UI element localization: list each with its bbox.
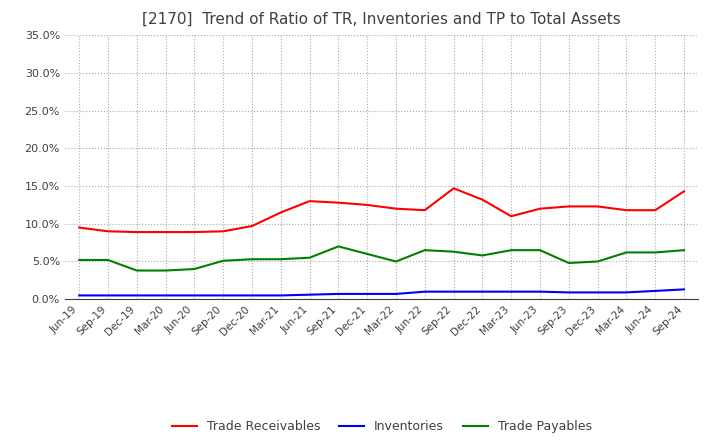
Trade Receivables: [392, 206, 400, 211]
Trade Receivables: [276, 210, 285, 215]
Trade Receivables: [680, 189, 688, 194]
Trade Receivables: [651, 208, 660, 213]
Trade Receivables: [593, 204, 602, 209]
Inventories: [104, 293, 112, 298]
Trade Payables: [104, 257, 112, 263]
Trade Receivables: [622, 208, 631, 213]
Inventories: [190, 293, 199, 298]
Inventories: [132, 293, 141, 298]
Trade Payables: [132, 268, 141, 273]
Trade Payables: [478, 253, 487, 258]
Trade Payables: [392, 259, 400, 264]
Trade Payables: [363, 251, 372, 257]
Inventories: [334, 291, 343, 297]
Inventories: [75, 293, 84, 298]
Trade Payables: [161, 268, 170, 273]
Inventories: [680, 287, 688, 292]
Trade Payables: [276, 257, 285, 262]
Trade Payables: [680, 248, 688, 253]
Trade Receivables: [219, 229, 228, 234]
Inventories: [478, 289, 487, 294]
Inventories: [593, 290, 602, 295]
Line: Inventories: Inventories: [79, 290, 684, 295]
Trade Payables: [536, 248, 544, 253]
Trade Payables: [622, 250, 631, 255]
Inventories: [248, 293, 256, 298]
Trade Receivables: [363, 202, 372, 208]
Trade Payables: [564, 260, 573, 266]
Trade Payables: [593, 259, 602, 264]
Inventories: [536, 289, 544, 294]
Trade Receivables: [248, 224, 256, 229]
Trade Payables: [334, 244, 343, 249]
Trade Receivables: [75, 225, 84, 230]
Trade Payables: [190, 266, 199, 271]
Inventories: [449, 289, 458, 294]
Trade Receivables: [478, 197, 487, 202]
Trade Receivables: [536, 206, 544, 211]
Trade Payables: [420, 248, 429, 253]
Line: Trade Receivables: Trade Receivables: [79, 188, 684, 232]
Trade Receivables: [161, 229, 170, 235]
Line: Trade Payables: Trade Payables: [79, 246, 684, 271]
Trade Payables: [305, 255, 314, 260]
Title: [2170]  Trend of Ratio of TR, Inventories and TP to Total Assets: [2170] Trend of Ratio of TR, Inventories…: [143, 12, 621, 27]
Trade Receivables: [420, 208, 429, 213]
Trade Payables: [449, 249, 458, 254]
Trade Receivables: [190, 229, 199, 235]
Trade Receivables: [305, 198, 314, 204]
Trade Payables: [651, 250, 660, 255]
Inventories: [507, 289, 516, 294]
Inventories: [392, 291, 400, 297]
Inventories: [651, 288, 660, 293]
Trade Receivables: [334, 200, 343, 205]
Trade Receivables: [564, 204, 573, 209]
Inventories: [305, 292, 314, 297]
Inventories: [161, 293, 170, 298]
Inventories: [622, 290, 631, 295]
Inventories: [420, 289, 429, 294]
Trade Payables: [248, 257, 256, 262]
Trade Receivables: [132, 229, 141, 235]
Trade Payables: [219, 258, 228, 264]
Inventories: [276, 293, 285, 298]
Trade Payables: [507, 248, 516, 253]
Inventories: [363, 291, 372, 297]
Trade Receivables: [507, 213, 516, 219]
Trade Payables: [75, 257, 84, 263]
Legend: Trade Receivables, Inventories, Trade Payables: Trade Receivables, Inventories, Trade Pa…: [166, 415, 597, 438]
Inventories: [219, 293, 228, 298]
Trade Receivables: [104, 229, 112, 234]
Inventories: [564, 290, 573, 295]
Trade Receivables: [449, 186, 458, 191]
